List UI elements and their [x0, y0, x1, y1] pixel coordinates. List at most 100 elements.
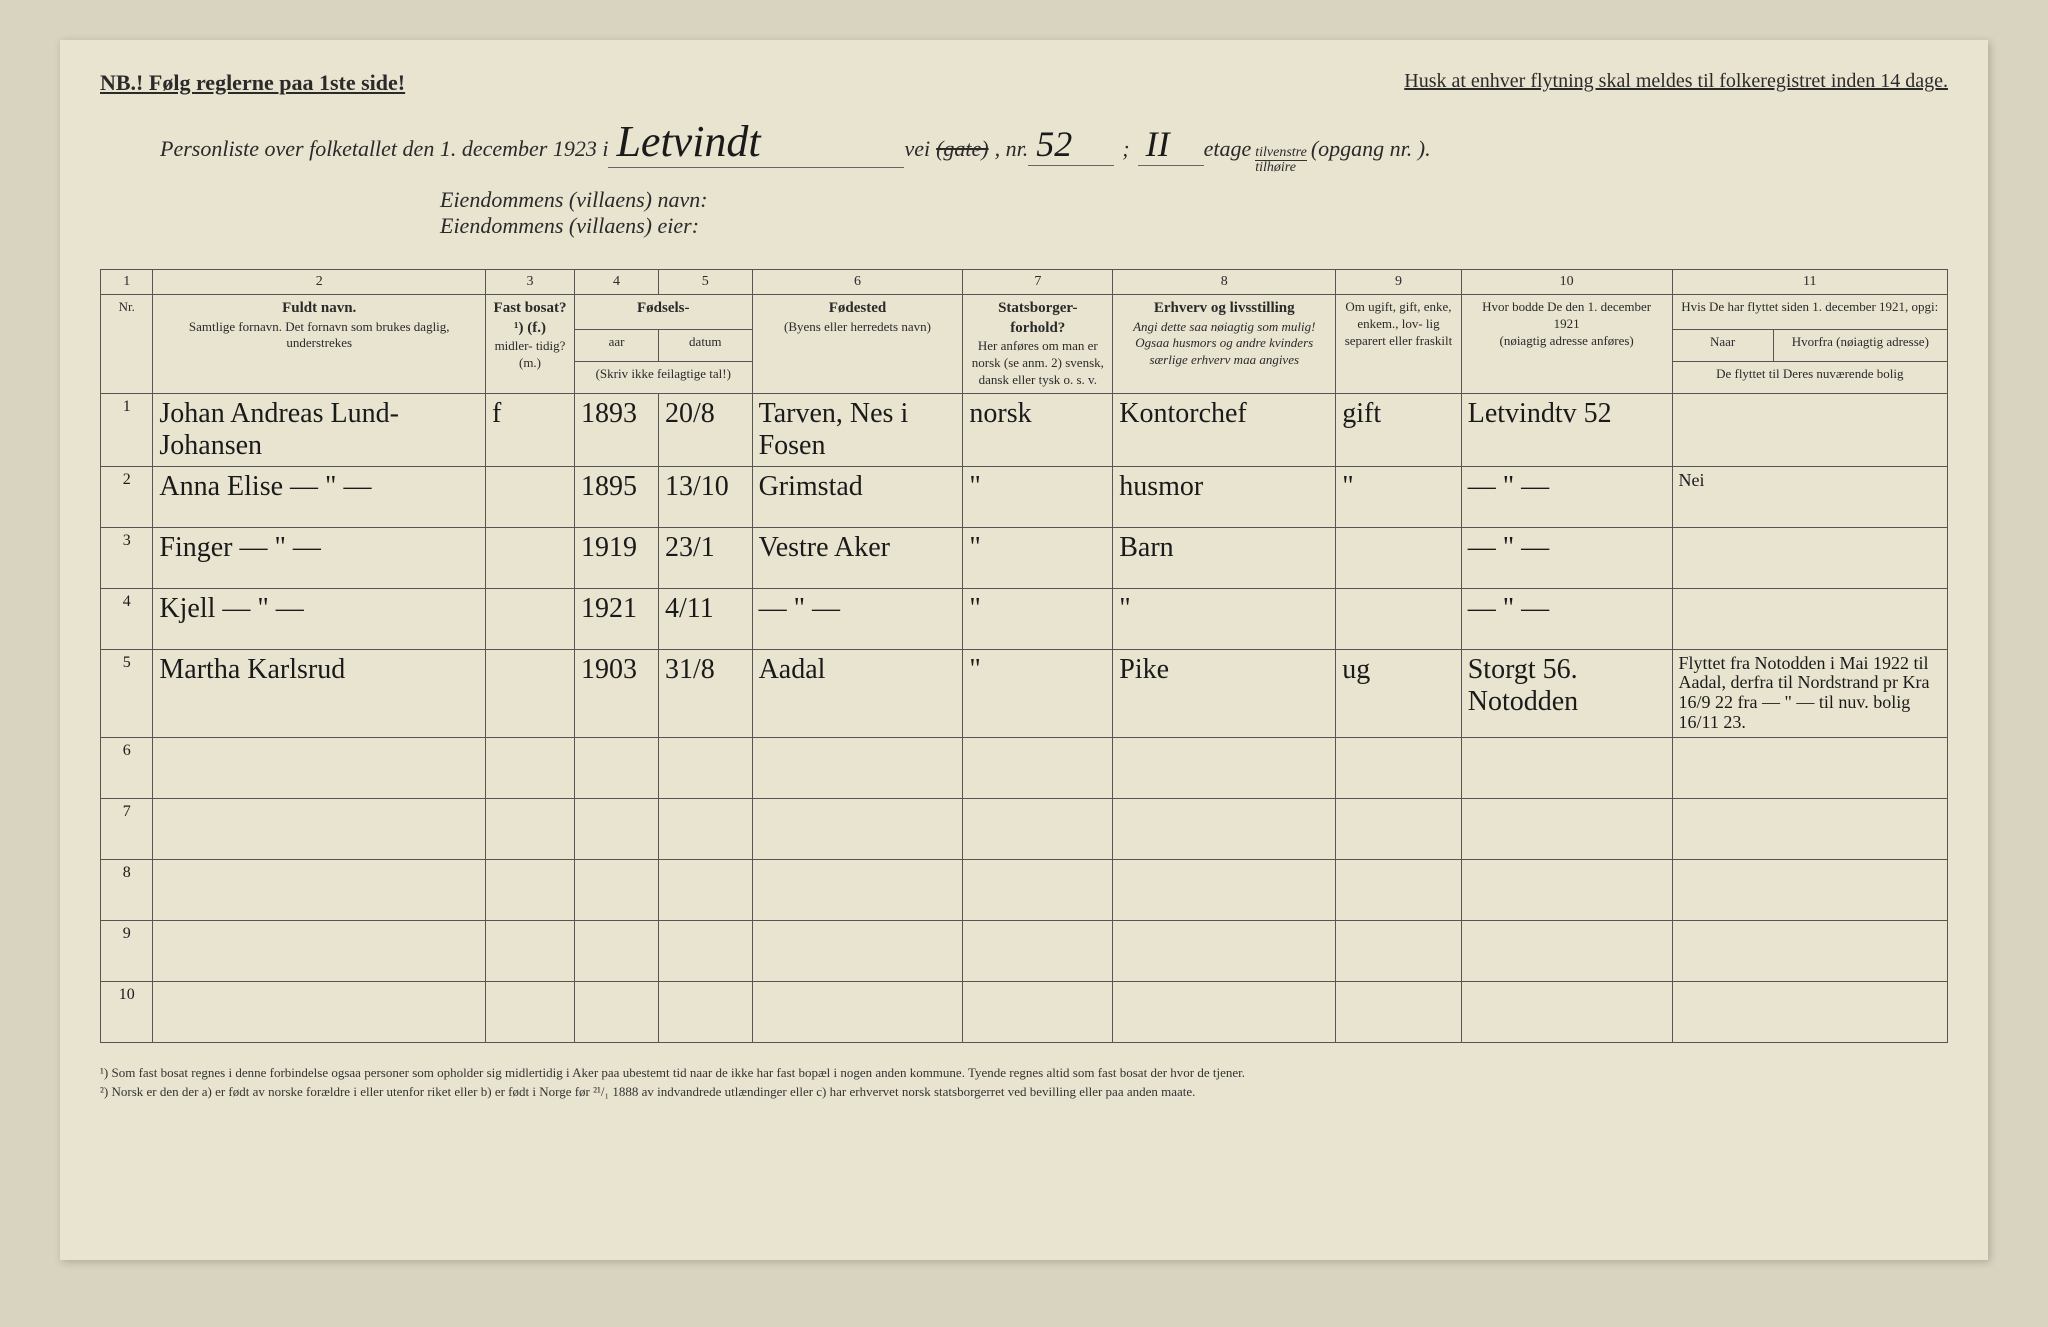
- column-number-row: 1 2 3 4 5 6 7 8 9 10 11: [101, 270, 1948, 295]
- census-form-page: NB.! Følg reglerne paa 1ste side! Husk a…: [60, 40, 1988, 1260]
- eiendom-navn-label: Eiendommens (villaens) navn:: [440, 187, 708, 212]
- table-row: 9: [101, 920, 1948, 981]
- colnum-1: 1: [101, 270, 153, 295]
- hdr-statsborg-sub: Her anføres om man er norsk (se anm. 2) …: [972, 338, 1104, 387]
- cell-aar: [574, 737, 658, 798]
- cell-datum: 13/10: [659, 466, 753, 527]
- cell-fodested: Vestre Aker: [752, 527, 963, 588]
- hdr-name-title: Fuldt navn.: [282, 300, 356, 316]
- header-row-1: Nr. Fuldt navn. Samtlige fornavn. Det fo…: [101, 295, 1948, 330]
- cell-bodde: [1461, 737, 1672, 798]
- cell-nr: 5: [101, 649, 153, 737]
- cell-aar: 1893: [574, 393, 658, 466]
- form-header: Personliste over folketallet den 1. dece…: [160, 116, 1888, 239]
- cell-bodde: [1461, 859, 1672, 920]
- hdr-name: Fuldt navn. Samtlige fornavn. Det fornav…: [153, 295, 486, 394]
- footnote-1: ¹) Som fast bosat regnes i denne forbind…: [100, 1063, 1948, 1083]
- cell-statsborg: [963, 920, 1113, 981]
- cell-name: [153, 981, 486, 1042]
- cell-name: Anna Elise — " —: [153, 466, 486, 527]
- eiendom-navn-line: Eiendommens (villaens) navn:: [440, 187, 1888, 213]
- cell-erhverv: [1113, 737, 1336, 798]
- cell-fodested: Aadal: [752, 649, 963, 737]
- eiendom-eier-line: Eiendommens (villaens) eier:: [440, 213, 1888, 239]
- cell-erhverv: [1113, 981, 1336, 1042]
- table-row: 6: [101, 737, 1948, 798]
- gate-struck: (gate): [936, 136, 989, 162]
- census-table: 1 2 3 4 5 6 7 8 9 10 11 Nr. Fuldt navn. …: [100, 269, 1948, 1043]
- table-row: 10: [101, 981, 1948, 1042]
- cell-erhverv: [1113, 798, 1336, 859]
- hdr-erhverv: Erhverv og livsstilling Angi dette saa n…: [1113, 295, 1336, 394]
- colnum-8: 8: [1113, 270, 1336, 295]
- etage-value: II: [1138, 123, 1204, 166]
- cell-bodde: — " —: [1461, 527, 1672, 588]
- cell-statsborg: [963, 737, 1113, 798]
- table-row: 5Martha Karlsrud190331/8Aadal"PikeugStor…: [101, 649, 1948, 737]
- cell-nr: 3: [101, 527, 153, 588]
- table-row: 1Johan Andreas Lund-Johansenf189320/8Tar…: [101, 393, 1948, 466]
- cell-ugift: [1336, 527, 1462, 588]
- cell-bosat: f: [486, 393, 575, 466]
- cell-datum: 4/11: [659, 588, 753, 649]
- cell-bosat: [486, 737, 575, 798]
- cell-flyttet: Flyttet fra Notodden i Mai 1922 til Aada…: [1672, 649, 1947, 737]
- colnum-10: 10: [1461, 270, 1672, 295]
- cell-nr: 7: [101, 798, 153, 859]
- header-line-1: Personliste over folketallet den 1. dece…: [160, 116, 1888, 175]
- cell-fodested: [752, 981, 963, 1042]
- hdr-bodde: Hvor bodde De den 1. december 1921 (nøia…: [1461, 295, 1672, 394]
- nb-notice: NB.! Følg reglerne paa 1ste side!: [100, 70, 405, 96]
- cell-bodde: Storgt 56. Notodden: [1461, 649, 1672, 737]
- cell-bodde: Letvindtv 52: [1461, 393, 1672, 466]
- cell-ugift: [1336, 737, 1462, 798]
- cell-aar: [574, 859, 658, 920]
- table-row: 4Kjell — " —19214/11— " —""— " —: [101, 588, 1948, 649]
- cell-flyttet: [1672, 393, 1947, 466]
- side-fraction: tilvenstre tilhøire: [1255, 146, 1307, 175]
- cell-bosat: [486, 649, 575, 737]
- hdr-datum: datum: [659, 330, 753, 362]
- hdr-aar: aar: [574, 330, 658, 362]
- cell-ugift: [1336, 798, 1462, 859]
- cell-bodde: [1461, 920, 1672, 981]
- cell-flyttet: [1672, 798, 1947, 859]
- hdr-fodsels-sub: (Skriv ikke feilagtige tal!): [574, 361, 752, 393]
- cell-erhverv: Pike: [1113, 649, 1336, 737]
- cell-statsborg: ": [963, 527, 1113, 588]
- hdr-fodested: Fødested (Byens eller herredets navn): [752, 295, 963, 394]
- hdr-naar: Naar: [1672, 330, 1773, 362]
- cell-name: [153, 920, 486, 981]
- hdr-bosat-title: Fast bosat?¹) (f.): [494, 300, 567, 336]
- colnum-4: 4: [574, 270, 658, 295]
- cell-bosat: [486, 798, 575, 859]
- cell-flyttet: [1672, 920, 1947, 981]
- cell-flyttet: [1672, 588, 1947, 649]
- cell-fodested: Grimstad: [752, 466, 963, 527]
- cell-nr: 10: [101, 981, 153, 1042]
- cell-ugift: ug: [1336, 649, 1462, 737]
- cell-fodested: [752, 859, 963, 920]
- footer-notes: ¹) Som fast bosat regnes i denne forbind…: [100, 1063, 1948, 1102]
- cell-statsborg: norsk: [963, 393, 1113, 466]
- hdr-fodsels-title: Fødsels-: [637, 300, 690, 316]
- hdr-flyttet-title: Hvis De har flyttet siden 1. december 19…: [1672, 295, 1947, 330]
- cell-fodested: [752, 798, 963, 859]
- cell-erhverv: [1113, 859, 1336, 920]
- cell-statsborg: ": [963, 588, 1113, 649]
- table-row: 2Anna Elise — " —189513/10Grimstad"husmo…: [101, 466, 1948, 527]
- etage-label: etage: [1204, 136, 1252, 162]
- cell-name: [153, 737, 486, 798]
- cell-name: Johan Andreas Lund-Johansen: [153, 393, 486, 466]
- cell-nr: 4: [101, 588, 153, 649]
- cell-name: Martha Karlsrud: [153, 649, 486, 737]
- cell-ugift: [1336, 588, 1462, 649]
- cell-statsborg: ": [963, 466, 1113, 527]
- cell-aar: [574, 981, 658, 1042]
- hdr-fodested-sub: (Byens eller herredets navn): [784, 319, 931, 334]
- cell-aar: 1919: [574, 527, 658, 588]
- cell-aar: 1903: [574, 649, 658, 737]
- hdr-hvorfra: Hvorfra (nøiagtig adresse): [1773, 330, 1947, 362]
- colnum-11: 11: [1672, 270, 1947, 295]
- cell-datum: [659, 920, 753, 981]
